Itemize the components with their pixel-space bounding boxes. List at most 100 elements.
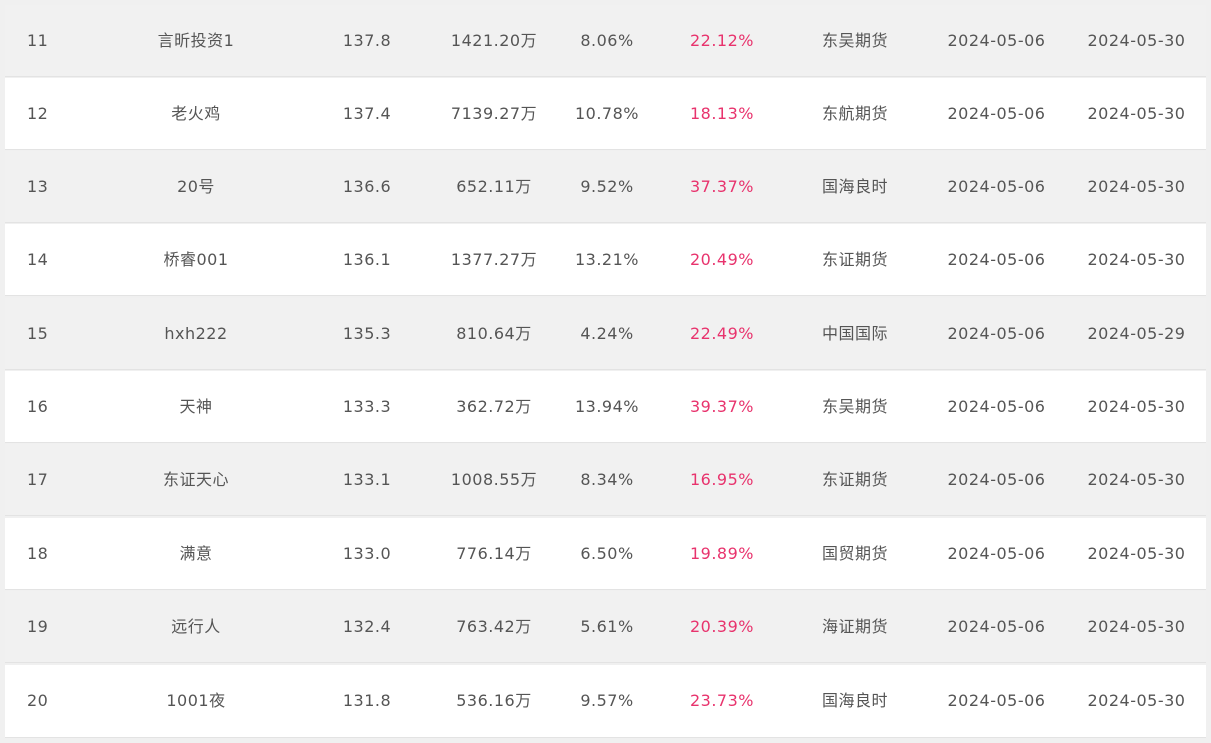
name-cell[interactable]: 天神 (179, 397, 213, 416)
drawdown-cell: 5.61% (580, 617, 634, 636)
rank-cell: 12 (27, 104, 49, 123)
equity-cell: 652.11万 (456, 177, 532, 196)
broker-cell: 东证期货 (821, 250, 888, 269)
drawdown-cell: 6.50% (580, 544, 634, 563)
rank-cell: 17 (27, 470, 49, 489)
drawdown-cell: 10.78% (574, 104, 639, 123)
name-cell[interactable]: 东证天心 (162, 470, 229, 489)
table-row[interactable]: 11 言昕投资1 137.8 1421.20万 8.06% 22.12% 东吴期… (5, 5, 1206, 77)
drawdown-cell: 9.57% (580, 691, 634, 710)
broker-cell: 国贸期货 (821, 544, 888, 563)
end-date-cell: 2024-05-30 (1087, 31, 1186, 50)
broker-cell: 东吴期货 (821, 397, 888, 416)
drawdown-cell: 13.94% (574, 397, 639, 416)
return-cell: 37.37% (689, 177, 754, 196)
start-date-cell: 2024-05-06 (947, 31, 1046, 50)
equity-cell: 776.14万 (456, 544, 532, 563)
end-date-cell: 2024-05-30 (1087, 250, 1186, 269)
table-row[interactable]: 18 满意 133.0 776.14万 6.50% 19.89% 国贸期货 20… (5, 518, 1206, 590)
broker-cell: 中国国际 (821, 324, 888, 343)
start-date-cell: 2024-05-06 (947, 544, 1046, 563)
drawdown-cell: 8.34% (580, 470, 634, 489)
score-cell: 131.8 (342, 691, 392, 710)
broker-cell: 国海良时 (821, 177, 888, 196)
ranking-table: 11 言昕投资1 137.8 1421.20万 8.06% 22.12% 东吴期… (5, 0, 1206, 743)
end-date-cell: 2024-05-30 (1087, 691, 1186, 710)
return-cell: 22.49% (689, 324, 754, 343)
equity-cell: 810.64万 (456, 324, 532, 343)
equity-cell: 763.42万 (456, 617, 532, 636)
return-cell: 39.37% (689, 397, 754, 416)
start-date-cell: 2024-05-06 (947, 691, 1046, 710)
broker-cell: 东吴期货 (821, 31, 888, 50)
broker-cell: 东航期货 (821, 104, 888, 123)
start-date-cell: 2024-05-06 (947, 324, 1046, 343)
return-cell: 16.95% (689, 470, 754, 489)
drawdown-cell: 4.24% (580, 324, 634, 343)
name-cell[interactable]: 老火鸡 (171, 104, 221, 123)
rank-cell: 13 (27, 177, 49, 196)
start-date-cell: 2024-05-06 (947, 397, 1046, 416)
rank-cell: 14 (27, 250, 49, 269)
broker-cell: 国海良时 (821, 691, 888, 710)
equity-cell: 362.72万 (456, 397, 532, 416)
start-date-cell: 2024-05-06 (947, 250, 1046, 269)
name-cell[interactable]: 20号 (177, 177, 215, 196)
name-cell[interactable]: hxh222 (164, 324, 228, 343)
return-cell: 18.13% (689, 104, 754, 123)
table-row[interactable]: 14 桥睿001 136.1 1377.27万 13.21% 20.49% 东证… (5, 224, 1206, 296)
table-row[interactable]: 19 远行人 132.4 763.42万 5.61% 20.39% 海证期货 2… (5, 591, 1206, 663)
score-cell: 136.6 (342, 177, 392, 196)
equity-cell: 536.16万 (456, 691, 532, 710)
end-date-cell: 2024-05-30 (1087, 177, 1186, 196)
start-date-cell: 2024-05-06 (947, 617, 1046, 636)
end-date-cell: 2024-05-30 (1087, 397, 1186, 416)
table-row[interactable]: 20 1001夜 131.8 536.16万 9.57% 23.73% 国海良时… (5, 665, 1206, 738)
end-date-cell: 2024-05-30 (1087, 470, 1186, 489)
table-row[interactable]: 17 东证天心 133.1 1008.55万 8.34% 16.95% 东证期货… (5, 444, 1206, 516)
rank-cell: 16 (27, 397, 49, 416)
start-date-cell: 2024-05-06 (947, 470, 1046, 489)
table-row[interactable]: 12 老火鸡 137.4 7139.27万 10.78% 18.13% 东航期货… (5, 78, 1206, 150)
broker-cell: 东证期货 (821, 470, 888, 489)
drawdown-cell: 13.21% (574, 250, 639, 269)
return-cell: 19.89% (689, 544, 754, 563)
equity-cell: 7139.27万 (450, 104, 538, 123)
return-cell: 22.12% (689, 31, 754, 50)
score-cell: 137.8 (342, 31, 392, 50)
rank-cell: 20 (27, 691, 49, 710)
name-cell[interactable]: 1001夜 (166, 691, 226, 710)
rank-cell: 15 (27, 324, 49, 343)
score-cell: 132.4 (342, 617, 392, 636)
end-date-cell: 2024-05-29 (1087, 324, 1186, 343)
table-row[interactable]: 15 hxh222 135.3 810.64万 4.24% 22.49% 中国国… (5, 298, 1206, 370)
name-cell[interactable]: 满意 (179, 544, 213, 563)
score-cell: 133.1 (342, 470, 392, 489)
score-cell: 136.1 (342, 250, 392, 269)
drawdown-cell: 9.52% (580, 177, 634, 196)
return-cell: 23.73% (689, 691, 754, 710)
score-cell: 133.3 (342, 397, 392, 416)
broker-cell: 海证期货 (821, 617, 888, 636)
rank-cell: 19 (27, 617, 49, 636)
start-date-cell: 2024-05-06 (947, 177, 1046, 196)
end-date-cell: 2024-05-30 (1087, 544, 1186, 563)
equity-cell: 1377.27万 (450, 250, 538, 269)
end-date-cell: 2024-05-30 (1087, 617, 1186, 636)
name-cell[interactable]: 桥睿001 (163, 250, 229, 269)
return-cell: 20.49% (689, 250, 754, 269)
drawdown-cell: 8.06% (580, 31, 634, 50)
score-cell: 137.4 (342, 104, 392, 123)
rank-cell: 11 (27, 31, 49, 50)
name-cell[interactable]: 言昕投资1 (157, 31, 235, 50)
name-cell[interactable]: 远行人 (171, 617, 221, 636)
equity-cell: 1421.20万 (450, 31, 538, 50)
rank-cell: 18 (27, 544, 49, 563)
score-cell: 135.3 (342, 324, 392, 343)
table-row[interactable]: 13 20号 136.6 652.11万 9.52% 37.37% 国海良时 2… (5, 151, 1206, 223)
start-date-cell: 2024-05-06 (947, 104, 1046, 123)
return-cell: 20.39% (689, 617, 754, 636)
table-row[interactable]: 16 天神 133.3 362.72万 13.94% 39.37% 东吴期货 2… (5, 371, 1206, 443)
equity-cell: 1008.55万 (450, 470, 538, 489)
score-cell: 133.0 (342, 544, 392, 563)
